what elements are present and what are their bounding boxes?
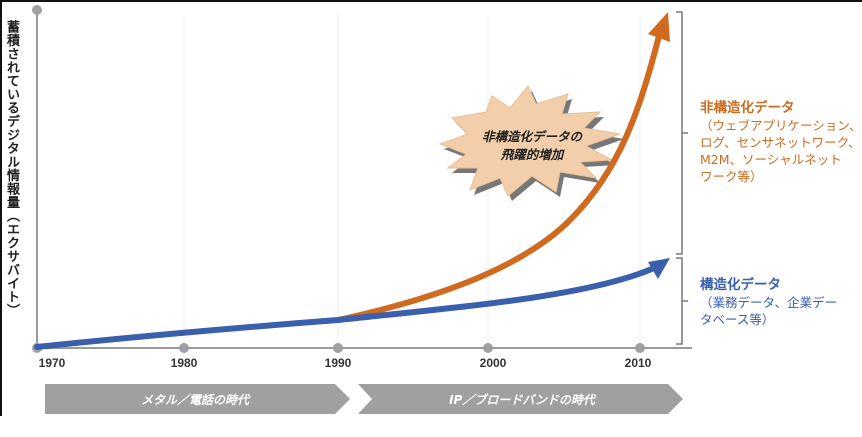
x-tick-1970: 1970 bbox=[38, 356, 66, 370]
y-axis-label: 蓄積されているデジタル情報量（エクサバイト） bbox=[4, 20, 19, 317]
x-tick-2010: 2010 bbox=[624, 356, 652, 370]
era-arrow-2 bbox=[358, 384, 683, 414]
era-label-ip-broadband: IP／ブロードバンドの時代 bbox=[449, 392, 595, 407]
x-tick-1980: 1980 bbox=[170, 356, 198, 370]
unstructured-data-line bbox=[335, 29, 663, 323]
frame-left-border bbox=[0, 0, 2, 416]
x-axis-dots bbox=[32, 343, 645, 353]
structured-arrowhead bbox=[648, 258, 670, 279]
frame-top-border bbox=[0, 0, 862, 2]
y-axis-top-dot bbox=[32, 5, 42, 15]
unstructured-label: 非構造化データ （ウェブアプリケーション、 ログ、センサネットワーク、 M2M、… bbox=[700, 100, 862, 185]
unstructured-bracket bbox=[676, 11, 688, 255]
structured-bracket bbox=[676, 257, 688, 345]
burst-shape bbox=[438, 85, 624, 201]
structured-desc-2: タベース等） bbox=[700, 312, 775, 327]
structured-label: 構造化データ （業務データ、企業デー タベース等） bbox=[700, 277, 837, 328]
structured-title: 構造化データ bbox=[700, 277, 781, 293]
burst-annotation: 非構造化データの 飛躍的増加 bbox=[462, 128, 602, 164]
gridlines bbox=[183, 15, 641, 348]
unstructured-desc-1: （ウェブアプリケーション、 bbox=[700, 118, 862, 133]
unstructured-desc-2: ログ、センサネットワーク、 bbox=[700, 135, 861, 150]
unstructured-desc-3: M2M、ソーシャルネット bbox=[700, 152, 842, 167]
structured-desc-1: （業務データ、企業デー bbox=[700, 295, 838, 310]
burst-line-2: 飛躍的増加 bbox=[500, 147, 564, 162]
burst-line-1: 非構造化データの bbox=[481, 129, 582, 144]
x-tick-2000: 2000 bbox=[479, 356, 507, 370]
era-arrow-1 bbox=[45, 384, 350, 414]
era-label-metal-phone: メタル／電話の時代 bbox=[140, 392, 249, 407]
structured-data-line bbox=[34, 265, 657, 350]
x-tick-1990: 1990 bbox=[324, 356, 352, 370]
unstructured-arrowhead bbox=[648, 12, 670, 42]
unstructured-desc-4: ワーク等） bbox=[700, 169, 763, 184]
unstructured-title: 非構造化データ bbox=[700, 100, 795, 116]
